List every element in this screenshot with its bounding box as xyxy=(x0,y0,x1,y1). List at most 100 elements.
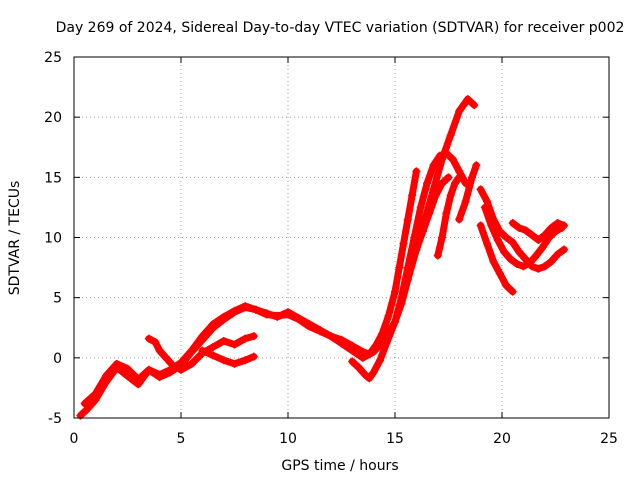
data-point xyxy=(348,346,357,355)
data-point xyxy=(487,221,496,230)
data-point xyxy=(508,219,517,228)
data-point xyxy=(442,149,451,158)
data-point xyxy=(512,259,521,268)
series-line xyxy=(455,161,480,223)
data-point xyxy=(470,101,479,110)
data-point xyxy=(241,302,250,311)
data-point xyxy=(519,262,528,271)
data-point xyxy=(241,334,250,343)
data-point xyxy=(219,336,228,345)
data-point xyxy=(82,405,91,414)
data-point xyxy=(493,235,502,244)
data-point xyxy=(506,255,515,264)
data-point xyxy=(502,233,511,242)
y-tick-label: 20 xyxy=(44,110,62,126)
data-point xyxy=(455,215,464,224)
data-point xyxy=(219,356,228,365)
data-point xyxy=(198,332,207,341)
data-point xyxy=(348,357,357,366)
data-point xyxy=(230,306,239,315)
data-point xyxy=(337,339,346,348)
data-point xyxy=(540,231,549,240)
data-point xyxy=(476,185,485,194)
data-point xyxy=(168,361,177,370)
data-point xyxy=(91,389,100,398)
data-point xyxy=(416,203,425,212)
data-point xyxy=(425,209,434,218)
data-point xyxy=(459,175,468,184)
data-point xyxy=(369,368,378,377)
data-point xyxy=(384,311,393,320)
x-tick-label: 15 xyxy=(386,431,404,447)
y-tick-label: 0 xyxy=(53,351,62,367)
data-point xyxy=(438,179,447,188)
data-point xyxy=(508,238,517,247)
data-point xyxy=(187,359,196,368)
data-point xyxy=(112,359,121,368)
series-line xyxy=(477,185,568,273)
data-point xyxy=(525,258,534,267)
data-point xyxy=(446,131,455,140)
data-point xyxy=(547,257,556,266)
data-point xyxy=(450,179,459,188)
data-point xyxy=(455,173,464,182)
data-point xyxy=(553,250,562,259)
data-point xyxy=(177,358,185,367)
data-point xyxy=(435,151,444,160)
y-tick-label: -5 xyxy=(48,411,62,427)
data-point xyxy=(395,263,404,272)
series-track-k xyxy=(476,221,517,296)
data-point xyxy=(521,226,530,235)
series-line xyxy=(477,221,517,296)
data-point xyxy=(472,161,481,170)
x-tick-label: 5 xyxy=(177,431,186,447)
data-point xyxy=(540,262,549,271)
data-point xyxy=(461,197,470,206)
data-point xyxy=(412,167,421,176)
data-point xyxy=(527,231,536,240)
data-point xyxy=(515,247,524,256)
data-point xyxy=(429,161,438,170)
data-point xyxy=(408,191,417,200)
data-point xyxy=(162,353,171,362)
data-point xyxy=(230,340,239,349)
data-point xyxy=(326,332,335,341)
series-track-l xyxy=(508,219,569,244)
data-point xyxy=(560,221,569,230)
x-tick-label: 0 xyxy=(70,431,79,447)
data-point xyxy=(102,371,111,380)
x-tick-label: 10 xyxy=(279,431,297,447)
x-tick-label: 20 xyxy=(493,431,511,447)
data-point xyxy=(249,332,258,341)
series-track-d xyxy=(198,346,258,368)
data-point xyxy=(134,375,143,384)
data-point xyxy=(538,243,547,252)
data-point xyxy=(553,219,562,228)
data-point xyxy=(354,363,363,372)
data-point xyxy=(403,215,412,224)
data-point xyxy=(144,334,153,343)
data-point xyxy=(198,346,207,355)
data-point xyxy=(433,251,442,260)
data-point xyxy=(251,305,260,314)
data-point xyxy=(534,235,543,244)
data-point xyxy=(483,239,492,248)
data-point xyxy=(249,352,258,361)
data-point xyxy=(476,221,485,230)
data-point xyxy=(144,365,153,374)
series-track-f xyxy=(412,173,453,254)
series-track-c xyxy=(144,332,258,374)
data-point xyxy=(123,364,132,373)
data-point xyxy=(155,346,164,355)
data-point xyxy=(209,351,218,360)
data-point xyxy=(410,233,419,242)
data-point xyxy=(284,308,292,317)
data-point xyxy=(534,264,543,273)
data-point xyxy=(187,346,196,355)
data-point xyxy=(448,155,457,164)
data-point xyxy=(316,326,325,335)
data-point xyxy=(177,365,185,374)
data-point xyxy=(483,197,492,206)
data-point xyxy=(369,347,378,356)
